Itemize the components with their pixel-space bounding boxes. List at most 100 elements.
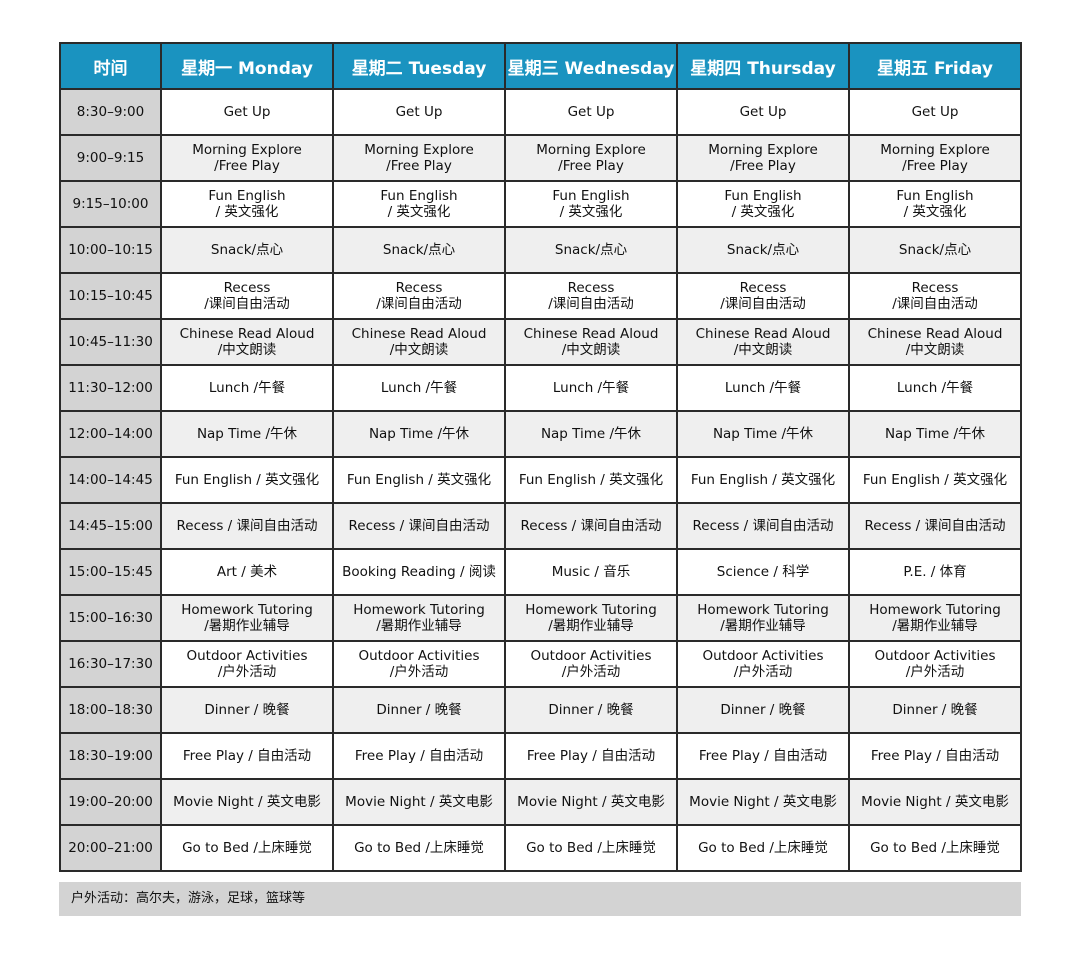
activity-cell: Dinner / 晚餐 — [160, 686, 334, 734]
footer-note-text: 户外活动：高尔夫，游泳，足球，篮球等 — [71, 891, 306, 906]
table-row: 10:00–10:15 Snack/点心 Snack/点心 Snack/点心 Snack… — [59, 226, 1022, 274]
activity-cell: Lunch /午餐 — [848, 364, 1022, 412]
activity-cell: Homework Tutoring /暑期作业辅导 — [160, 594, 334, 642]
activity-cell: Fun English / 英文强化 — [848, 456, 1022, 504]
activity-cell: Music / 音乐 — [504, 548, 678, 596]
time-cell: 14:00–14:45 — [59, 456, 162, 504]
activity-cell: Outdoor Activities /户外活动 — [332, 640, 506, 688]
activity-cell: Morning Explore /Free Play — [332, 134, 506, 182]
activity-cell: Morning Explore /Free Play — [504, 134, 678, 182]
header-wednesday: 星期三 Wednesday — [504, 42, 678, 90]
activity-cell: Fun English / 英文强化 — [848, 180, 1022, 228]
activity-cell: Fun English / 英文强化 — [504, 456, 678, 504]
schedule-body: 8:30–9:00 Get Up Get Up Get Up Get Up Get Up 9… — [59, 88, 1022, 872]
table-row: 14:45–15:00 Recess / 课间自由活动 Recess / 课间自由活… — [59, 502, 1022, 550]
table-row: 12:00–14:00 Nap Time /午休 Nap Time /午休 Nap T… — [59, 410, 1022, 458]
header-row: 时间 星期一 Monday 星期二 Tuesday 星期三 Wednesday … — [59, 42, 1022, 90]
activity-cell: Fun English / 英文强化 — [160, 456, 334, 504]
activity-cell: Homework Tutoring /暑期作业辅导 — [676, 594, 850, 642]
schedule-table: 时间 星期一 Monday 星期二 Tuesday 星期三 Wednesday … — [59, 42, 1022, 872]
footer-note: 户外活动：高尔夫，游泳，足球，篮球等 — [59, 882, 1021, 916]
activity-cell: Nap Time /午休 — [848, 410, 1022, 458]
activity-cell: Recess /课间自由活动 — [332, 272, 506, 320]
activity-cell: Fun English / 英文强化 — [676, 456, 850, 504]
activity-cell: Fun English / 英文强化 — [504, 180, 678, 228]
time-cell: 19:00–20:00 — [59, 778, 162, 826]
activity-cell: Morning Explore /Free Play — [848, 134, 1022, 182]
header-monday: 星期一 Monday — [160, 42, 334, 90]
table-row: 15:00–15:45 Art / 美术 Booking Reading / 阅读 M… — [59, 548, 1022, 596]
time-cell: 16:30–17:30 — [59, 640, 162, 688]
activity-cell: Recess / 课间自由活动 — [160, 502, 334, 550]
activity-cell: Nap Time /午休 — [332, 410, 506, 458]
table-row: 8:30–9:00 Get Up Get Up Get Up Get Up Get Up — [59, 88, 1022, 136]
time-cell: 9:00–9:15 — [59, 134, 162, 182]
table-row: 19:00–20:00 Movie Night / 英文电影 Movie Night… — [59, 778, 1022, 826]
table-row: 9:00–9:15 Morning Explore /Free Play Morni… — [59, 134, 1022, 182]
activity-cell: Go to Bed /上床睡觉 — [160, 824, 334, 872]
activity-cell: Recess /课间自由活动 — [848, 272, 1022, 320]
activity-cell: Fun English / 英文强化 — [160, 180, 334, 228]
activity-cell: Chinese Read Aloud /中文朗读 — [504, 318, 678, 366]
activity-cell: Free Play / 自由活动 — [160, 732, 334, 780]
table-row: 10:45–11:30 Chinese Read Aloud /中文朗读 Chine… — [59, 318, 1022, 366]
activity-cell: Recess / 课间自由活动 — [504, 502, 678, 550]
activity-cell: Lunch /午餐 — [160, 364, 334, 412]
table-row: 16:30–17:30 Outdoor Activities /户外活动 Outdo… — [59, 640, 1022, 688]
activity-cell: Lunch /午餐 — [676, 364, 850, 412]
activity-cell: Get Up — [160, 88, 334, 136]
header-time: 时间 — [59, 42, 162, 90]
activity-cell: Snack/点心 — [676, 226, 850, 274]
activity-cell: Recess / 课间自由活动 — [676, 502, 850, 550]
time-cell: 20:00–21:00 — [59, 824, 162, 872]
activity-cell: Booking Reading / 阅读 — [332, 548, 506, 596]
activity-cell: Nap Time /午休 — [160, 410, 334, 458]
activity-cell: Homework Tutoring /暑期作业辅导 — [332, 594, 506, 642]
table-row: 18:30–19:00 Free Play / 自由活动 Free Play / 自… — [59, 732, 1022, 780]
activity-cell: Chinese Read Aloud /中文朗读 — [332, 318, 506, 366]
activity-cell: Recess / 课间自由活动 — [332, 502, 506, 550]
activity-cell: Fun English / 英文强化 — [332, 456, 506, 504]
activity-cell: Movie Night / 英文电影 — [332, 778, 506, 826]
activity-cell: Snack/点心 — [848, 226, 1022, 274]
activity-cell: Snack/点心 — [160, 226, 334, 274]
activity-cell: Lunch /午餐 — [332, 364, 506, 412]
time-cell: 18:30–19:00 — [59, 732, 162, 780]
time-cell: 12:00–14:00 — [59, 410, 162, 458]
time-cell: 14:45–15:00 — [59, 502, 162, 550]
activity-cell: Nap Time /午休 — [676, 410, 850, 458]
activity-cell: Homework Tutoring /暑期作业辅导 — [504, 594, 678, 642]
activity-cell: Recess /课间自由活动 — [504, 272, 678, 320]
time-cell: 8:30–9:00 — [59, 88, 162, 136]
activity-cell: Fun English / 英文强化 — [332, 180, 506, 228]
activity-cell: Morning Explore /Free Play — [160, 134, 334, 182]
activity-cell: Get Up — [676, 88, 850, 136]
activity-cell: Free Play / 自由活动 — [504, 732, 678, 780]
activity-cell: Chinese Read Aloud /中文朗读 — [676, 318, 850, 366]
activity-cell: Outdoor Activities /户外活动 — [160, 640, 334, 688]
activity-cell: Movie Night / 英文电影 — [160, 778, 334, 826]
activity-cell: Get Up — [332, 88, 506, 136]
activity-cell: Go to Bed /上床睡觉 — [848, 824, 1022, 872]
activity-cell: Fun English / 英文强化 — [676, 180, 850, 228]
activity-cell: Science / 科学 — [676, 548, 850, 596]
activity-cell: Chinese Read Aloud /中文朗读 — [848, 318, 1022, 366]
activity-cell: Free Play / 自由活动 — [332, 732, 506, 780]
activity-cell: Dinner / 晚餐 — [504, 686, 678, 734]
activity-cell: Dinner / 晚餐 — [332, 686, 506, 734]
activity-cell: Recess /课间自由活动 — [160, 272, 334, 320]
activity-cell: Movie Night / 英文电影 — [676, 778, 850, 826]
activity-cell: Morning Explore /Free Play — [676, 134, 850, 182]
time-cell: 18:00–18:30 — [59, 686, 162, 734]
activity-cell: Movie Night / 英文电影 — [848, 778, 1022, 826]
table-row: 15:00–16:30 Homework Tutoring /暑期作业辅导 Home… — [59, 594, 1022, 642]
table-row: 20:00–21:00 Go to Bed /上床睡觉 Go to Bed /上床睡… — [59, 824, 1022, 872]
activity-cell: Free Play / 自由活动 — [676, 732, 850, 780]
activity-cell: P.E. / 体育 — [848, 548, 1022, 596]
time-cell: 15:00–15:45 — [59, 548, 162, 596]
header-friday: 星期五 Friday — [848, 42, 1022, 90]
activity-cell: Snack/点心 — [332, 226, 506, 274]
activity-cell: Art / 美术 — [160, 548, 334, 596]
activity-cell: Homework Tutoring /暑期作业辅导 — [848, 594, 1022, 642]
activity-cell: Go to Bed /上床睡觉 — [676, 824, 850, 872]
